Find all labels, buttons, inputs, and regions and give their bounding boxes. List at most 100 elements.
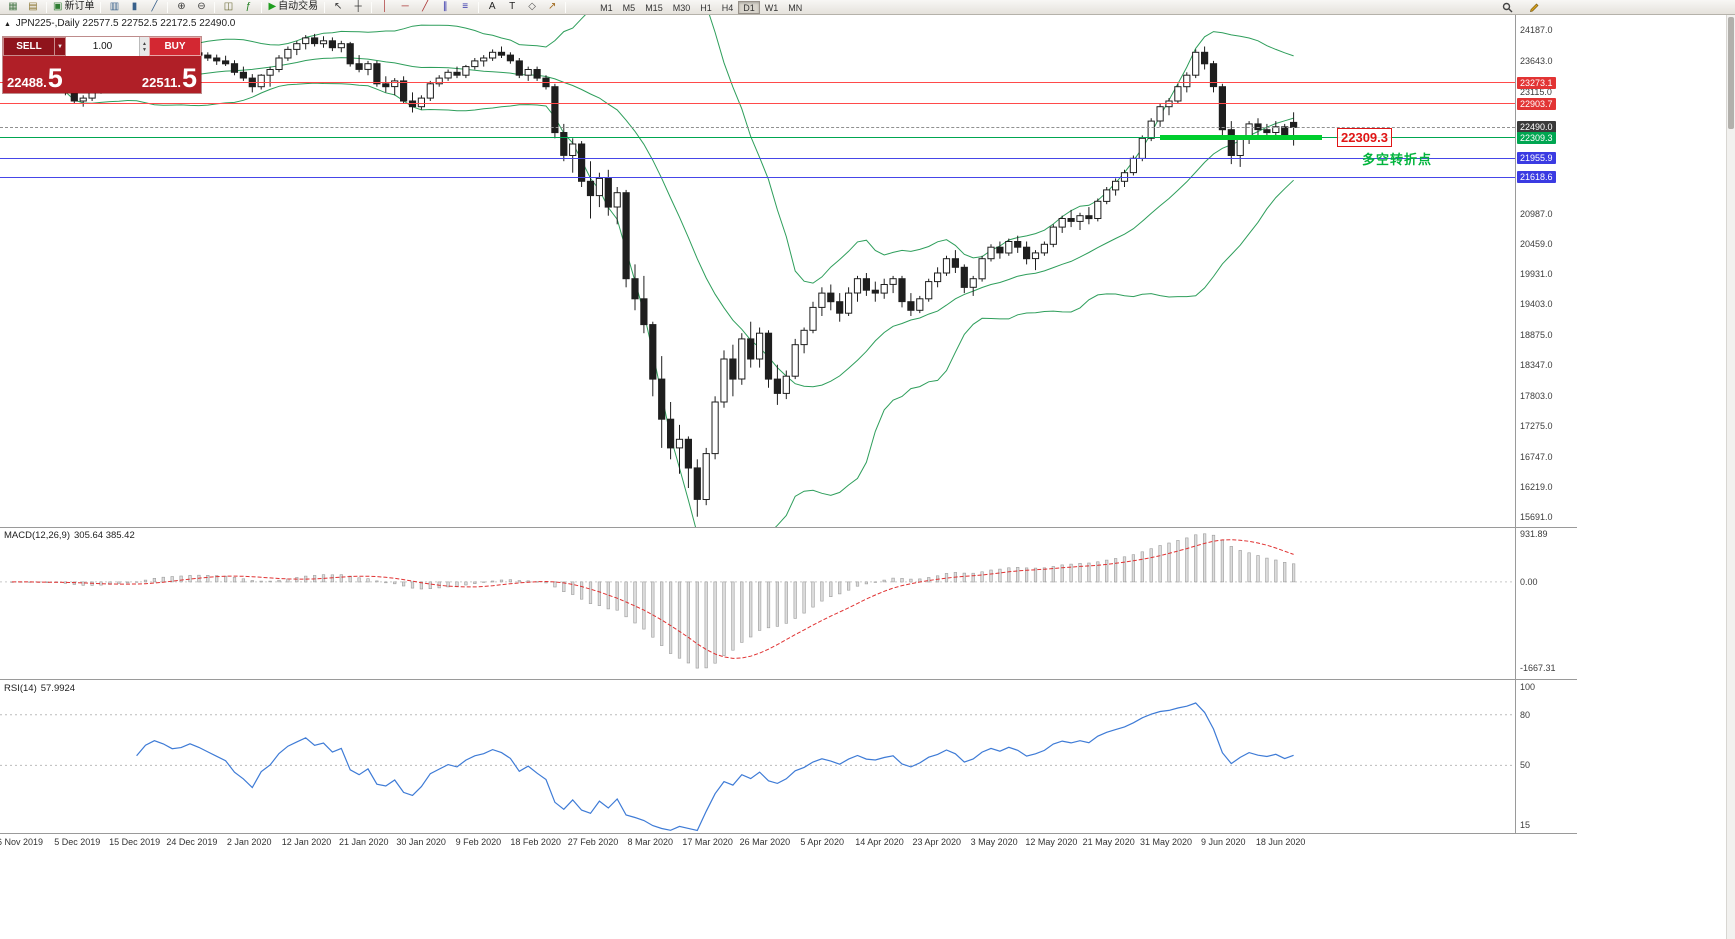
- panel-separator[interactable]: [0, 527, 1577, 528]
- price-axis-label: 23643.0: [1520, 56, 1553, 67]
- rsi-chart[interactable]: [0, 681, 1515, 833]
- buy-price: 22511. 5: [142, 65, 197, 92]
- channel-button[interactable]: ∥: [435, 1, 455, 14]
- macd-chart[interactable]: [0, 528, 1515, 678]
- chart-window[interactable]: 24187.0 23643.0 23115.0 20987.0 20459.0 19931…: [0, 15, 1726, 939]
- scrollbar-thumb[interactable]: [1728, 17, 1734, 129]
- macd-axis-label: 931.89: [1520, 528, 1548, 539]
- macd-histogram-bar: [1042, 567, 1046, 583]
- macd-histogram-bar: [1060, 564, 1064, 583]
- timeframe-h1-button[interactable]: H1: [700, 2, 712, 13]
- horizontal-line-button[interactable]: ─: [395, 1, 415, 14]
- candle: [675, 438, 684, 449]
- timeframe-mn-button[interactable]: MN: [788, 2, 803, 13]
- horizontal-line-21955.9[interactable]: [0, 157, 1515, 159]
- crosshair-button[interactable]: ┼: [348, 1, 368, 14]
- fibonacci-button[interactable]: ≡: [455, 1, 475, 14]
- volume-spinner[interactable]: ▲ ▼: [139, 37, 149, 56]
- price-annotation[interactable]: 22309.3: [1337, 127, 1392, 147]
- new-order-icon: ▣: [53, 1, 63, 12]
- macd-histogram-bar: [1274, 559, 1278, 583]
- shapes-button[interactable]: ◇: [522, 1, 542, 14]
- rsi-value: 57.9924: [40, 683, 76, 694]
- timeframe-m5-button[interactable]: M5: [622, 2, 636, 13]
- timeframe-h4-button[interactable]: H4: [721, 2, 734, 13]
- candle-chart-button[interactable]: ▮: [124, 1, 144, 14]
- tile-windows-button[interactable]: ◫: [218, 1, 238, 14]
- macd-histogram-bar: [820, 581, 824, 602]
- toolbar-separator: [46, 1, 47, 13]
- new-chart-button[interactable]: ▦: [3, 1, 23, 14]
- volume-input[interactable]: 1.00 ▲ ▼: [66, 37, 149, 56]
- toolbar-separator: [100, 1, 102, 13]
- vertical-line-button[interactable]: │: [375, 1, 395, 14]
- panel-separator[interactable]: [0, 833, 1577, 834]
- sell-dropdown-icon[interactable]: ▼: [55, 37, 66, 56]
- note-annotation[interactable]: 多空转折点: [1362, 151, 1433, 167]
- line-chart-button[interactable]: ╱: [144, 1, 164, 14]
- spin-down-icon[interactable]: ▼: [142, 46, 147, 53]
- timeframe-m15-button[interactable]: M15: [645, 2, 663, 13]
- price-chart[interactable]: [0, 15, 1515, 527]
- candle: [79, 97, 87, 102]
- label-button[interactable]: T: [502, 1, 522, 14]
- macd-histogram-bar: [1122, 556, 1127, 583]
- pencil-icon: [1529, 3, 1538, 12]
- macd-histogram-bar: [668, 581, 673, 654]
- macd-histogram-bar: [802, 581, 806, 614]
- candle: [809, 306, 817, 331]
- search-button[interactable]: [1497, 1, 1517, 14]
- vertical-scrollbar[interactable]: [1726, 15, 1735, 939]
- candle: [204, 54, 212, 59]
- cursor-button[interactable]: ↖: [328, 1, 348, 14]
- candle: [853, 278, 862, 294]
- candle: [257, 74, 265, 88]
- macd-histogram-bar: [473, 581, 477, 585]
- timeframe-w1-button[interactable]: W1: [764, 2, 779, 13]
- candle: [1147, 120, 1155, 139]
- trendline-button[interactable]: ╱: [415, 1, 435, 14]
- panel-separator[interactable]: [0, 679, 1577, 680]
- macd-histogram-bar: [224, 575, 228, 583]
- text-button[interactable]: A: [482, 1, 502, 14]
- buy-button[interactable]: BUY: [149, 37, 201, 56]
- candle: [649, 324, 657, 380]
- timeframe-m1-button[interactable]: M1: [600, 2, 613, 13]
- price-badge-22903.7: 22903.7: [1517, 97, 1556, 110]
- sell-price-big: 5: [47, 63, 63, 93]
- date-label: 5 Dec 2019: [54, 837, 101, 847]
- macd-histogram-bar: [651, 581, 655, 638]
- date-label: 15 Dec 2019: [109, 837, 161, 847]
- one-click-collapse-icon[interactable]: ▲: [4, 21, 11, 28]
- candle: [960, 266, 968, 288]
- candle: [382, 83, 390, 88]
- zoom-in-button[interactable]: ⊕: [171, 1, 191, 14]
- horizontal-line-22490[interactable]: [0, 127, 1515, 129]
- spin-up-icon[interactable]: ▲: [142, 40, 147, 47]
- horizontal-line-22309.3[interactable]: [0, 137, 1515, 139]
- edit-button[interactable]: [1524, 1, 1544, 14]
- candle: [1254, 123, 1262, 131]
- macd-histogram-bar: [419, 581, 424, 590]
- macd-histogram-bar: [1078, 562, 1082, 583]
- date-label: 9 Jun 2020: [1201, 837, 1246, 847]
- horizontal-line-22903.7[interactable]: [0, 103, 1515, 105]
- horizontal-line-21618.6[interactable]: [0, 176, 1515, 178]
- horizontal-line-23273.1[interactable]: [0, 82, 1515, 83]
- fibonacci-icon: ≡: [462, 1, 469, 12]
- auto-trading-button[interactable]: ▶ 自动交易: [265, 1, 321, 14]
- timeframe-m30-button[interactable]: M30: [672, 2, 691, 13]
- pivot-trend-segment[interactable]: [1160, 135, 1322, 141]
- new-order-button[interactable]: ▣ 新订单: [50, 1, 97, 14]
- sell-button[interactable]: SELL: [3, 37, 55, 56]
- timeframe-d1-button[interactable]: D1: [738, 0, 760, 14]
- profiles-button[interactable]: ▤: [23, 1, 43, 14]
- bar-chart-button[interactable]: ▥: [104, 1, 124, 14]
- indicators-button[interactable]: ƒ: [238, 1, 258, 14]
- zoom-out-button[interactable]: ⊖: [191, 1, 211, 14]
- auto-trading-label: 自动交易: [278, 1, 319, 12]
- arrows-button[interactable]: ↗: [542, 1, 562, 14]
- macd-histogram-bar: [508, 579, 513, 583]
- candle: [213, 57, 221, 62]
- search-icon: [1502, 2, 1512, 12]
